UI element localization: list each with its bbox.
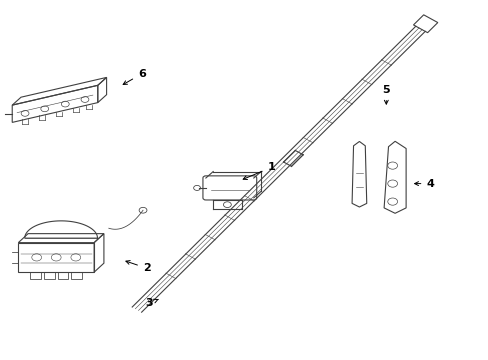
Bar [30, 272, 41, 279]
Text: 4: 4 [414, 179, 433, 189]
Text: 5: 5 [382, 85, 389, 104]
Text: 2: 2 [125, 261, 150, 273]
Text: 6: 6 [123, 69, 145, 85]
Bar [58, 272, 68, 279]
Bar [44, 272, 55, 279]
Text: 3: 3 [145, 298, 158, 308]
Bar [71, 272, 82, 279]
Text: 1: 1 [243, 162, 275, 180]
